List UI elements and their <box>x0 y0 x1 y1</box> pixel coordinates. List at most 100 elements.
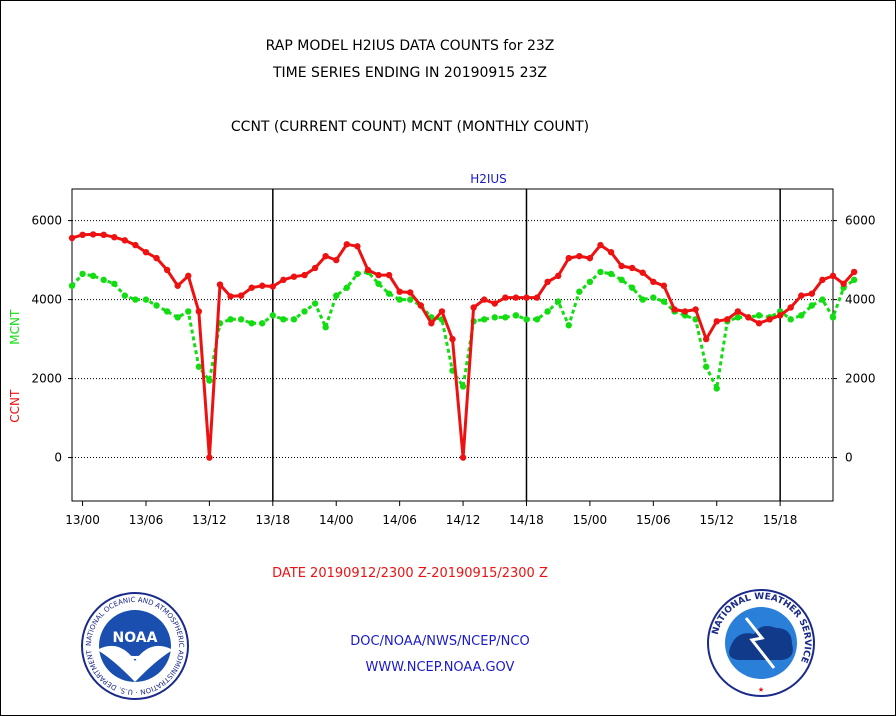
series-line-mcnt <box>70 270 856 390</box>
data-point-ccnt <box>364 266 372 274</box>
data-point-ccnt <box>565 254 572 262</box>
data-point-mcnt <box>586 278 594 286</box>
data-point-ccnt <box>100 231 107 239</box>
data-point-mcnt <box>333 292 340 299</box>
chart-title-line1: RAP MODEL H2IUS DATA COUNTS for 23Z <box>265 38 555 54</box>
data-point-mcnt <box>121 292 129 299</box>
x-tick-label: 15/18 <box>763 513 798 527</box>
data-point-ccnt <box>766 316 773 323</box>
data-point-ccnt <box>776 312 784 319</box>
data-point-ccnt <box>586 254 594 262</box>
footer-org-link[interactable]: DOC/NOAA/NWS/NCEP/NCO <box>350 634 530 649</box>
x-tick-label: 13/00 <box>65 513 100 527</box>
data-point-mcnt <box>385 290 393 297</box>
data-point-ccnt <box>280 276 287 284</box>
data-point-ccnt <box>481 296 488 303</box>
data-point-mcnt <box>829 314 837 321</box>
data-point-mcnt <box>227 316 234 323</box>
data-point-mcnt <box>713 385 720 392</box>
data-point-ccnt <box>533 294 541 301</box>
data-point-ccnt <box>660 282 668 289</box>
data-point-ccnt <box>301 271 308 279</box>
data-point-ccnt <box>227 293 234 300</box>
data-point-ccnt <box>311 264 319 272</box>
data-point-mcnt <box>89 272 97 280</box>
data-point-mcnt <box>607 270 615 278</box>
data-point-mcnt <box>491 314 498 321</box>
data-point-ccnt <box>153 254 160 262</box>
data-point-ccnt <box>237 292 245 299</box>
y-tick-label-right: 2000 <box>845 372 876 386</box>
svg-text:★: ★ <box>758 684 764 695</box>
data-point-ccnt <box>819 276 826 284</box>
data-point-ccnt <box>354 243 361 250</box>
data-point-ccnt <box>639 269 646 276</box>
data-point-mcnt <box>269 312 277 319</box>
data-point-mcnt <box>459 383 467 390</box>
data-point-mcnt <box>618 276 625 284</box>
data-point-mcnt <box>322 324 329 331</box>
y-tick-label-left: 0 <box>54 451 62 465</box>
data-point-ccnt <box>850 268 858 276</box>
data-point-mcnt <box>523 316 530 323</box>
data-point-ccnt <box>121 237 129 244</box>
data-point-ccnt <box>290 273 298 280</box>
data-point-mcnt <box>702 363 710 370</box>
x-tick-label: 15/06 <box>636 513 671 527</box>
data-point-ccnt <box>734 308 742 315</box>
data-point-ccnt <box>417 302 424 309</box>
data-point-ccnt <box>755 320 763 327</box>
data-point-ccnt <box>523 294 530 301</box>
footer-url-link[interactable]: WWW.NCEP.NOAA.GOV <box>365 660 515 675</box>
data-point-mcnt <box>660 298 668 305</box>
data-point-mcnt <box>533 316 541 323</box>
data-point-ccnt <box>375 271 382 279</box>
data-point-mcnt <box>597 268 604 276</box>
data-point-mcnt <box>808 302 816 309</box>
data-point-ccnt <box>628 264 636 272</box>
data-point-ccnt <box>502 294 509 301</box>
data-point-mcnt <box>628 284 636 291</box>
data-point-mcnt <box>79 270 86 278</box>
x-tick-label: 13/12 <box>192 513 227 527</box>
data-point-mcnt <box>850 276 858 284</box>
date-range-label: DATE 20190912/2300 Z-20190915/2300 Z <box>272 566 548 581</box>
x-tick-label: 14/12 <box>446 513 481 527</box>
data-point-mcnt <box>248 320 255 327</box>
data-point-ccnt <box>195 308 203 315</box>
data-point-ccnt <box>438 308 446 315</box>
data-point-ccnt <box>407 289 414 296</box>
data-point-ccnt <box>216 281 224 288</box>
y-tick-label-left: 6000 <box>31 214 62 228</box>
data-point-mcnt <box>290 316 298 323</box>
y-tick-label-right: 0 <box>845 451 853 465</box>
y-tick-label-left: 4000 <box>31 293 62 307</box>
data-point-ccnt <box>163 266 171 274</box>
data-point-ccnt <box>829 272 837 280</box>
x-tick-label: 14/18 <box>509 513 544 527</box>
y-tick-label-right: 6000 <box>845 214 876 228</box>
data-point-mcnt <box>502 314 509 321</box>
data-point-ccnt <box>798 292 805 299</box>
data-point-mcnt <box>375 280 382 287</box>
y-tick-label-left: 2000 <box>31 372 62 386</box>
data-point-ccnt <box>713 318 720 325</box>
y-axis-label-mcnt: MCNT <box>8 309 22 345</box>
y-tick-label-right: 4000 <box>845 293 876 307</box>
data-point-mcnt <box>259 320 266 327</box>
data-point-ccnt <box>787 304 794 311</box>
data-point-ccnt <box>491 300 498 307</box>
data-point-ccnt <box>470 304 477 311</box>
data-point-ccnt <box>512 294 520 301</box>
data-point-ccnt <box>259 282 266 289</box>
data-point-mcnt <box>787 316 794 323</box>
data-point-mcnt <box>163 308 171 315</box>
data-point-mcnt <box>142 296 150 303</box>
data-point-ccnt <box>692 306 699 313</box>
data-point-ccnt <box>322 252 329 260</box>
data-point-ccnt <box>459 454 467 461</box>
noaa-logo-label: NOAA <box>113 630 158 646</box>
plot-frame <box>71 188 834 502</box>
data-point-mcnt <box>195 363 203 370</box>
y-axis-label-ccnt: CCNT <box>8 389 22 423</box>
